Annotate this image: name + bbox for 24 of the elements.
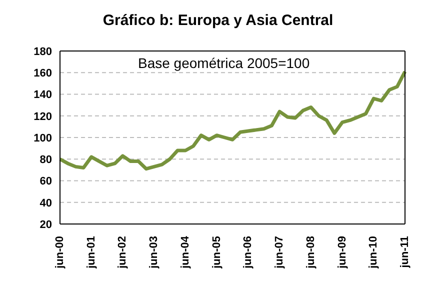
y-tick-label: 160 (34, 68, 52, 80)
x-tick-label: jun-03 (148, 236, 160, 270)
x-tick-label: jun-05 (210, 236, 223, 270)
x-tick-label: jun-07 (274, 236, 286, 270)
y-tick-label: 100 (34, 132, 52, 144)
y-tick-label: 20 (40, 218, 52, 231)
x-tick-label: jun-08 (304, 236, 317, 270)
chart-title: Gráfico b: Europa y Asia Central (102, 11, 334, 31)
y-tick-label: 80 (40, 154, 52, 166)
x-tick-label: jun-00 (54, 236, 66, 270)
x-tick-label: jun-10 (368, 236, 380, 270)
x-tick-label: jun-06 (242, 236, 254, 270)
y-tick-label: 180 (34, 46, 52, 58)
x-tick-label: jun-04 (179, 235, 192, 270)
y-tick-label: 40 (40, 197, 52, 210)
y-tick-label: 120 (34, 110, 52, 123)
annotation: Base geométrica 2005=100 (138, 55, 310, 71)
x-tick-label: jun-01 (85, 236, 98, 270)
y-tick-label: 140 (34, 89, 52, 102)
y-tick-label: 60 (40, 176, 52, 188)
line-series (58, 70, 407, 171)
x-tick-label: jun-09 (336, 236, 348, 270)
x-tick-label: jun-02 (116, 236, 129, 270)
x-tick-label: jun-11 (399, 236, 411, 269)
